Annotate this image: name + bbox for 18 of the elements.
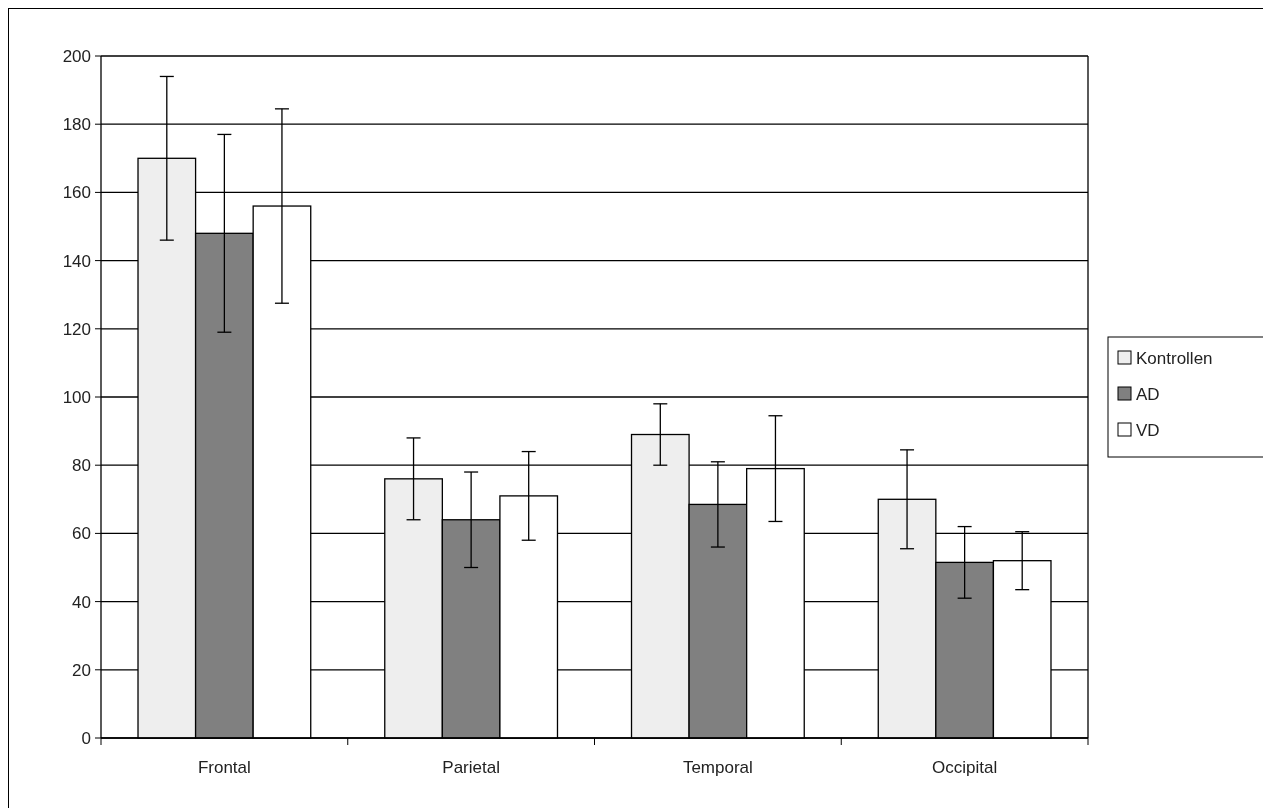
y-tick-label: 0 [81, 728, 91, 748]
legend-label: VD [1136, 420, 1160, 440]
y-tick-label: 180 [62, 115, 91, 135]
legend-label: Kontrollen [1136, 348, 1213, 368]
x-tick-label: Frontal [197, 758, 251, 777]
y-tick-label: 80 [72, 456, 91, 476]
y-tick-label: 160 [62, 183, 91, 203]
x-tick-label: Temporal [682, 758, 753, 777]
y-tick-label: 60 [72, 524, 91, 544]
x-tick-label: Occipital [932, 758, 998, 777]
y-tick-label: 140 [62, 251, 91, 271]
y-tick-label: 20 [72, 660, 91, 680]
legend-label: AD [1136, 384, 1160, 404]
y-tick-label: 120 [62, 319, 91, 339]
y-tick-label: 100 [62, 387, 91, 407]
y-tick-label: 40 [72, 592, 91, 612]
y-tick-label: 200 [62, 46, 91, 66]
x-tick-label: Parietal [442, 758, 500, 777]
